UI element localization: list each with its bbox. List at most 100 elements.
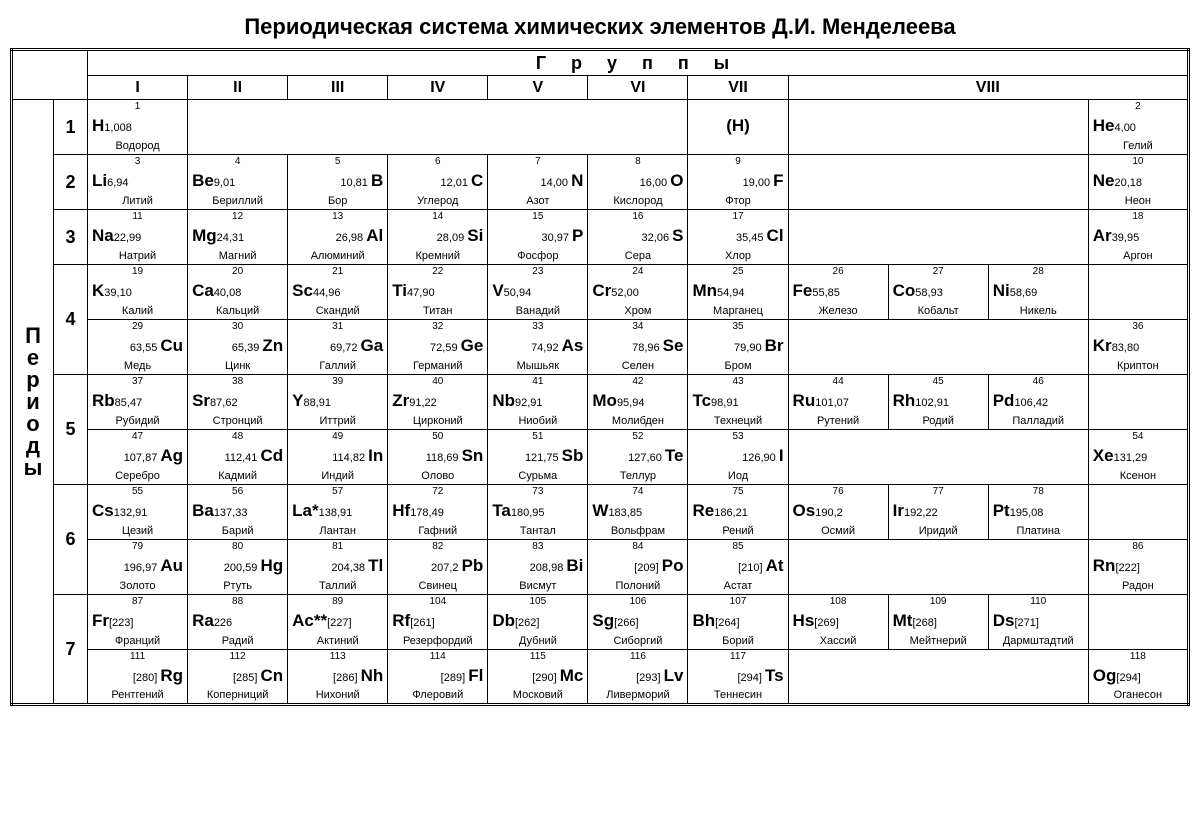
element-name: Кобальт [889, 305, 988, 317]
element-name: Азот [488, 195, 587, 207]
element-name: Золото [88, 580, 187, 592]
element-name: Германий [388, 360, 487, 372]
atomic-mass: [294] [1116, 672, 1140, 684]
element-mid: 114,82 In [292, 446, 383, 466]
element-name: Коперниций [188, 689, 287, 701]
element-name: Фтор [688, 195, 787, 207]
element-Fl: 114 [289] FlФлеровий [388, 650, 488, 705]
element-mid: Og [294] [1093, 666, 1183, 686]
atomic-mass: 196,97 [124, 562, 158, 574]
element-Be: 4Be 9,01Бериллий [188, 155, 288, 210]
atomic-mass: 50,94 [504, 287, 532, 299]
atomic-mass: 138,91 [319, 507, 353, 519]
element-Kr: 36Kr 83,80Криптон [1088, 320, 1188, 375]
table-row: 29 63,55 CuМедь30 65,39 ZnЦинк31 69,72 G… [12, 320, 1189, 375]
element-Au: 79 196,97 AuЗолото [88, 540, 188, 595]
element-name: Литий [88, 195, 187, 207]
atomic-number: 73 [488, 486, 587, 497]
element-symbol: Ni [993, 281, 1010, 301]
element-name: Цинк [188, 360, 287, 372]
element-name: Иридий [889, 525, 988, 537]
element-name: Ртуть [188, 580, 287, 592]
atomic-number: 104 [388, 596, 487, 607]
element-symbol: Pd [993, 391, 1015, 411]
atomic-number: 17 [688, 211, 787, 222]
element-Fr: 87Fr [223]Франций [88, 595, 188, 650]
atomic-number: 110 [989, 596, 1088, 607]
atomic-mass: 112,41 [225, 452, 258, 464]
atomic-number: 54 [1089, 431, 1187, 442]
atomic-mass: 207,2 [431, 562, 459, 574]
element-symbol: Rn [1093, 556, 1116, 576]
element-name: Флеровий [388, 689, 487, 701]
element-Li: 3Li 6,94Литий [88, 155, 188, 210]
element-name: Олово [388, 470, 487, 482]
atomic-number: 114 [388, 651, 487, 662]
element-mid: Rf [261] [392, 611, 483, 631]
element-mid: He 4,00 [1093, 116, 1183, 136]
atomic-mass: 58,69 [1010, 287, 1038, 299]
element-symbol: H [92, 116, 104, 136]
atomic-number: 72 [388, 486, 487, 497]
element-symbol: Sn [462, 446, 484, 466]
element-Y: 39Y 88,91Иттрий [288, 375, 388, 430]
element-mid: Ir 192,22 [893, 501, 984, 521]
atomic-mass: 72,59 [430, 342, 458, 354]
element-name: Серебро [88, 470, 187, 482]
element-Ir: 77Ir 192,22Иридий [888, 485, 988, 540]
element-name: Аргон [1089, 250, 1187, 262]
element-Sc: 21Sc 44,96Скандий [288, 265, 388, 320]
element-name: Рентгений [88, 689, 187, 701]
period-number-5: 5 [54, 375, 88, 485]
element-Mn: 25Mn 54,94Марганец [688, 265, 788, 320]
atomic-number: 88 [188, 596, 287, 607]
element-Mg: 12Mg 24,31Магний [188, 210, 288, 265]
atomic-mass: 127,60 [628, 452, 662, 464]
element-symbol: Re [692, 501, 714, 521]
element-symbol: Ca [192, 281, 214, 301]
element-Ta: 73Ta 180,95Тантал [488, 485, 588, 540]
element-symbol: Tl [368, 556, 383, 576]
element-F: 9 19,00 FФтор [688, 155, 788, 210]
element-name: Ливерморий [588, 689, 687, 701]
element-symbol: Mg [192, 226, 217, 246]
element-Hg: 80 200,59 HgРтуть [188, 540, 288, 595]
atomic-mass: 85,47 [115, 397, 143, 409]
element-Rg: 111 [280] RgРентгений [88, 650, 188, 705]
element-symbol: Ar [1093, 226, 1112, 246]
element-symbol: Mt [893, 611, 913, 631]
element-mid: 208,98 Bi [492, 556, 583, 576]
atomic-number: 82 [388, 541, 487, 552]
atomic-number: 85 [688, 541, 787, 552]
element-symbol: W [592, 501, 608, 521]
element-Mc: 115 [290] McМосковий [488, 650, 588, 705]
element-name: Висмут [488, 580, 587, 592]
atomic-number: 109 [889, 596, 988, 607]
atomic-mass: 52,00 [611, 287, 639, 299]
atomic-mass: 78,96 [632, 342, 660, 354]
atomic-number: 115 [488, 651, 587, 662]
atomic-mass: [261] [410, 617, 434, 629]
element-Na: 11Na 22,99Натрий [88, 210, 188, 265]
element-Sb: 51 121,75 SbСурьма [488, 430, 588, 485]
element-symbol: Co [893, 281, 916, 301]
element-name: Молибден [588, 415, 687, 427]
element-mid: 35,45 Cl [692, 226, 783, 246]
element-mid: 19,00 F [692, 171, 783, 191]
atomic-number: 78 [989, 486, 1088, 497]
element-As: 33 74,92 AsМышьяк [488, 320, 588, 375]
element-name: Кислород [588, 195, 687, 207]
period-number-7: 7 [54, 595, 88, 705]
table-row: 537Rb 85,47Рубидий38Sr 87,62Стронций39Y … [12, 375, 1189, 430]
atomic-number: 113 [288, 651, 387, 662]
empty-cell [1088, 265, 1188, 320]
atomic-number: 37 [88, 376, 187, 387]
atomic-mass: 137,33 [214, 507, 248, 519]
element-symbol: C [471, 171, 483, 191]
element-name: Барий [188, 525, 287, 537]
element-Pt: 78Pt 195,08Платина [988, 485, 1088, 540]
element-mid: Ds [271] [993, 611, 1084, 631]
atomic-mass: [210] [738, 562, 762, 574]
atomic-mass: 83,80 [1112, 342, 1140, 354]
element-name: Бром [688, 360, 787, 372]
